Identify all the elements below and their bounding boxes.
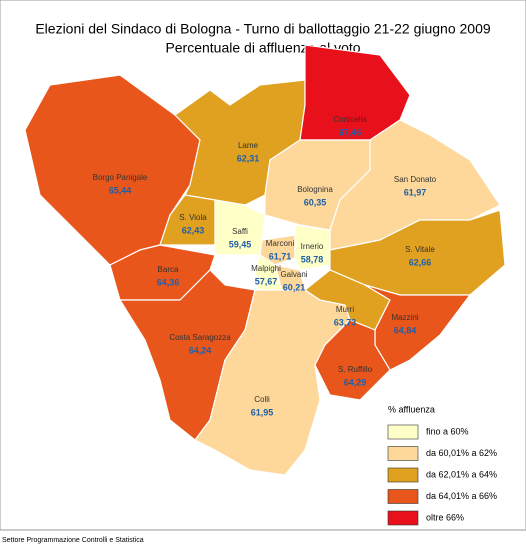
district-value: 64,36 [157,277,180,287]
district-value: 67,46 [339,127,362,137]
district-value: 59,45 [229,239,252,249]
district-name: Murri [336,305,354,314]
district-name: Bolognina [297,185,333,194]
district-name: Mazzini [391,313,418,322]
district-value: 57,67 [255,276,278,286]
district-value: 62,66 [409,257,432,267]
district-name: Costa Saragozza [169,333,231,342]
district-value: 64,24 [189,345,212,355]
district-value: 65,44 [109,185,132,195]
district-value: 64,84 [394,325,417,335]
district-value: 61,95 [251,407,274,417]
district-value: 62,31 [237,153,260,163]
district-name: S. Ruffillo [338,365,373,374]
district-name: Saffi [232,227,248,236]
district-name: S. Viola [179,213,207,222]
district-name: Lame [238,141,259,150]
district-name: San Donato [394,175,437,184]
district-value: 61,97 [404,187,427,197]
district-name: Galvani [280,270,307,279]
legend-label: da 60,01% a 62% [426,448,497,458]
district-name: Marconi [266,239,295,248]
district-name: S. Vitale [405,245,435,254]
district [364,284,472,371]
legend-label: da 62,01% a 64% [426,469,497,479]
legend-swatch [387,424,419,440]
legend-label: oltre 66% [426,512,464,522]
district-value: 64,29 [344,377,367,387]
district-name: Corticella [333,115,367,124]
legend-swatch [387,467,419,483]
legend-swatch [387,446,419,461]
legend-label: da 64,01% a 66% [426,491,497,501]
district-value: 61,71 [269,251,292,261]
district [259,234,296,266]
district-name: Borgo Panigale [93,173,148,182]
title: Elezioni del Sindaco di Bologna - Turno … [35,21,491,37]
district [24,74,201,266]
district-value: 63,73 [334,317,357,327]
district [294,224,331,271]
legend-swatch [387,489,419,504]
district-name: Barca [158,265,179,274]
district-value: 60,35 [304,197,327,207]
district-name: Colli [254,395,270,404]
district-value: 60,21 [283,282,306,292]
district-value: 58,78 [301,254,324,264]
legend-label: fino a 60% [426,426,469,436]
district-name: Irnerio [301,242,324,251]
district-value: 62,43 [182,225,205,235]
district [314,319,391,401]
legend-swatch [387,510,419,526]
footer: Settore Programmazione Controlli e Stati… [2,537,144,544]
legend-title: % affluenza [388,404,435,414]
district-name: Malpighi [251,264,281,273]
